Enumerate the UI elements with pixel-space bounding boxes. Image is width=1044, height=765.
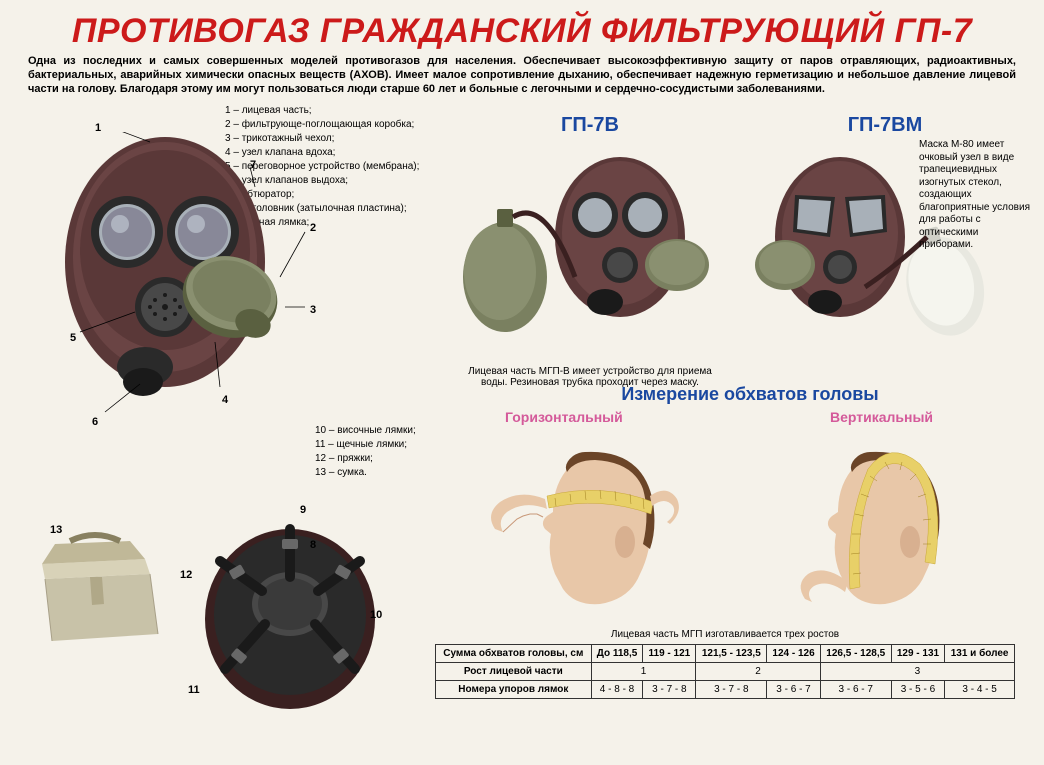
callout-12: 12	[180, 569, 192, 581]
table-row-straps: Номера упоров лямок 4 - 8 - 8 3 - 7 - 8 …	[436, 681, 1015, 699]
table-header-c1: До 118,5	[591, 645, 643, 663]
table-header-c3: 121,5 - 123,5	[696, 645, 767, 663]
row-straps-7: 3 - 4 - 5	[945, 681, 1015, 699]
callout-4: 4	[222, 394, 228, 406]
straps-diagram	[180, 499, 400, 719]
table-header-sum: Сумма обхватов головы, см	[436, 645, 592, 663]
main-mask-diagram	[55, 132, 315, 447]
size-table-caption: Лицевая часть МГП изготавливается трех р…	[435, 629, 1015, 640]
table-header-c7: 131 и более	[945, 645, 1015, 663]
row-height-1: 1	[591, 663, 696, 681]
row-straps-6: 3 - 5 - 6	[891, 681, 945, 699]
measure-vert-label: Вертикальный	[830, 409, 933, 425]
variant-gp7vm-note: Маска М-80 имеет очковый узел в виде тра…	[919, 139, 1034, 252]
table-header-c2: 119 - 121	[643, 645, 696, 663]
bag-diagram	[30, 529, 170, 664]
callout-3: 3	[310, 304, 316, 316]
callout-11: 11	[188, 684, 200, 696]
variant-gp7vm-label: ГП-7ВМ	[745, 114, 1025, 137]
table-header-c5: 126,5 - 128,5	[820, 645, 891, 663]
page-title: ПРОТИВОГАЗ ГРАЖДАНСКИЙ ФИЛЬТРУЮЩИЙ ГП-7	[0, 0, 1044, 55]
table-row-header: Сумма обхватов головы, см До 118,5 119 -…	[436, 645, 1015, 663]
part-13: 13 – сумка.	[315, 466, 416, 480]
row-height-label: Рост лицевой части	[436, 663, 592, 681]
part-11: 11 – щечные лямки;	[315, 438, 416, 452]
callout-9: 9	[300, 504, 306, 516]
head-vertical-diagram	[750, 424, 1000, 629]
callout-8: 8	[310, 539, 316, 551]
row-straps-1: 4 - 8 - 8	[591, 681, 643, 699]
callout-1: 1	[95, 122, 101, 134]
row-height-3: 3	[820, 663, 1014, 681]
callout-7: 7	[250, 159, 256, 171]
callout-2: 2	[310, 222, 316, 234]
measure-horiz-label: Горизонтальный	[505, 409, 623, 425]
variant-gp7v: ГП-7В Лицевая часть МГП-В имеет устройст…	[445, 114, 735, 388]
variant-gp7v-label: ГП-7В	[445, 114, 735, 137]
part-1: 1 – лицевая часть;	[225, 104, 419, 118]
callout-10: 10	[370, 609, 382, 621]
callout-13: 13	[50, 524, 62, 536]
main-content: 1 – лицевая часть; 2 – фильтрующе-поглощ…	[0, 104, 1044, 764]
callout-5: 5	[70, 332, 76, 344]
row-height-2: 2	[696, 663, 820, 681]
part-10: 10 – височные лямки;	[315, 424, 416, 438]
row-straps-2: 3 - 7 - 8	[643, 681, 696, 699]
row-straps-4: 3 - 6 - 7	[767, 681, 821, 699]
measure-title: Измерение обхватов головы	[500, 384, 1000, 405]
table-header-c6: 129 - 131	[891, 645, 945, 663]
row-straps-3: 3 - 7 - 8	[696, 681, 767, 699]
row-straps-label: Номера упоров лямок	[436, 681, 592, 699]
table-header-c4: 124 - 126	[767, 645, 821, 663]
part-2: 2 – фильтрующе-поглощающая коробка;	[225, 118, 419, 132]
description: Одна из последних и самых совершенных мо…	[0, 55, 1044, 104]
row-straps-5: 3 - 6 - 7	[820, 681, 891, 699]
size-table: Сумма обхватов головы, см До 118,5 119 -…	[435, 644, 1015, 699]
callout-6: 6	[92, 416, 98, 428]
part-12: 12 – пряжки;	[315, 452, 416, 466]
table-row-height: Рост лицевой части 1 2 3	[436, 663, 1015, 681]
head-horizontal-diagram	[455, 424, 705, 629]
parts-list-lower: 10 – височные лямки; 11 – щечные лямки; …	[315, 424, 416, 480]
